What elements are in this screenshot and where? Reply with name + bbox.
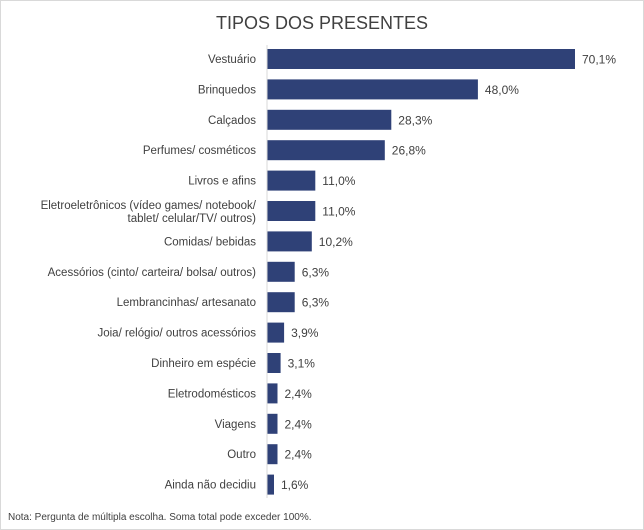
category-label: Perfumes/ cosméticos <box>143 145 256 157</box>
value-label: 26,8% <box>392 144 426 158</box>
category-label: Dinheiro em espécie <box>151 358 256 370</box>
value-label: 6,3% <box>302 296 330 310</box>
bar <box>267 109 392 130</box>
category-label: Joia/ relógio/ outros acessórios <box>97 328 256 340</box>
value-label: 11,0% <box>322 174 355 188</box>
bar <box>267 353 281 373</box>
value-label: 6,3% <box>302 265 330 279</box>
bar <box>267 322 285 343</box>
category-label: Eletroeletrônicos (vídeo games/ notebook… <box>41 200 257 225</box>
bar <box>267 413 278 434</box>
value-label: 3,9% <box>291 326 319 340</box>
category-label: Ainda não decidiu <box>165 480 256 492</box>
category-label: Brinquedos <box>198 84 256 96</box>
bar <box>267 383 278 404</box>
bar <box>267 49 575 69</box>
bar <box>267 231 312 252</box>
bar <box>267 201 316 221</box>
category-label: Outro <box>227 449 256 461</box>
value-label: 3,1% <box>288 357 316 371</box>
value-label: 1,6% <box>281 478 309 492</box>
bar <box>267 79 478 100</box>
category-label: Acessórios (cinto/ carteira/ bolsa/ outr… <box>48 267 257 279</box>
bar <box>267 140 385 161</box>
bar <box>267 444 278 465</box>
bar <box>267 170 316 191</box>
category-label: Comidas/ bebidas <box>164 236 256 248</box>
category-label: Viagens <box>215 419 257 431</box>
value-label: 28,3% <box>398 113 432 127</box>
bars-group: Vestuário 70,1% Brinquedos 48,0% Calçados 28,… <box>41 49 616 495</box>
chart-note: Nota: Pergunta de múltipla escolha. Soma… <box>8 512 312 523</box>
bar <box>267 261 295 282</box>
bar <box>267 292 295 313</box>
category-label: Calçados <box>208 115 256 127</box>
category-label: Lembrancinhas/ artesanato <box>117 297 256 309</box>
category-label: Livros e afins <box>188 176 256 188</box>
value-label: 2,4% <box>285 387 313 401</box>
value-label: 48,0% <box>485 83 519 97</box>
value-label: 2,4% <box>285 448 313 462</box>
value-label: 10,2% <box>319 235 353 249</box>
value-label: 11,0% <box>322 205 355 219</box>
value-label: 2,4% <box>285 417 313 431</box>
category-label: Vestuário <box>208 54 256 66</box>
value-label: 70,1% <box>582 53 616 67</box>
chart-title: TIPOS DOS PRESENTES <box>216 13 428 33</box>
bar <box>267 474 274 495</box>
category-label: Eletrodomésticos <box>168 388 256 400</box>
